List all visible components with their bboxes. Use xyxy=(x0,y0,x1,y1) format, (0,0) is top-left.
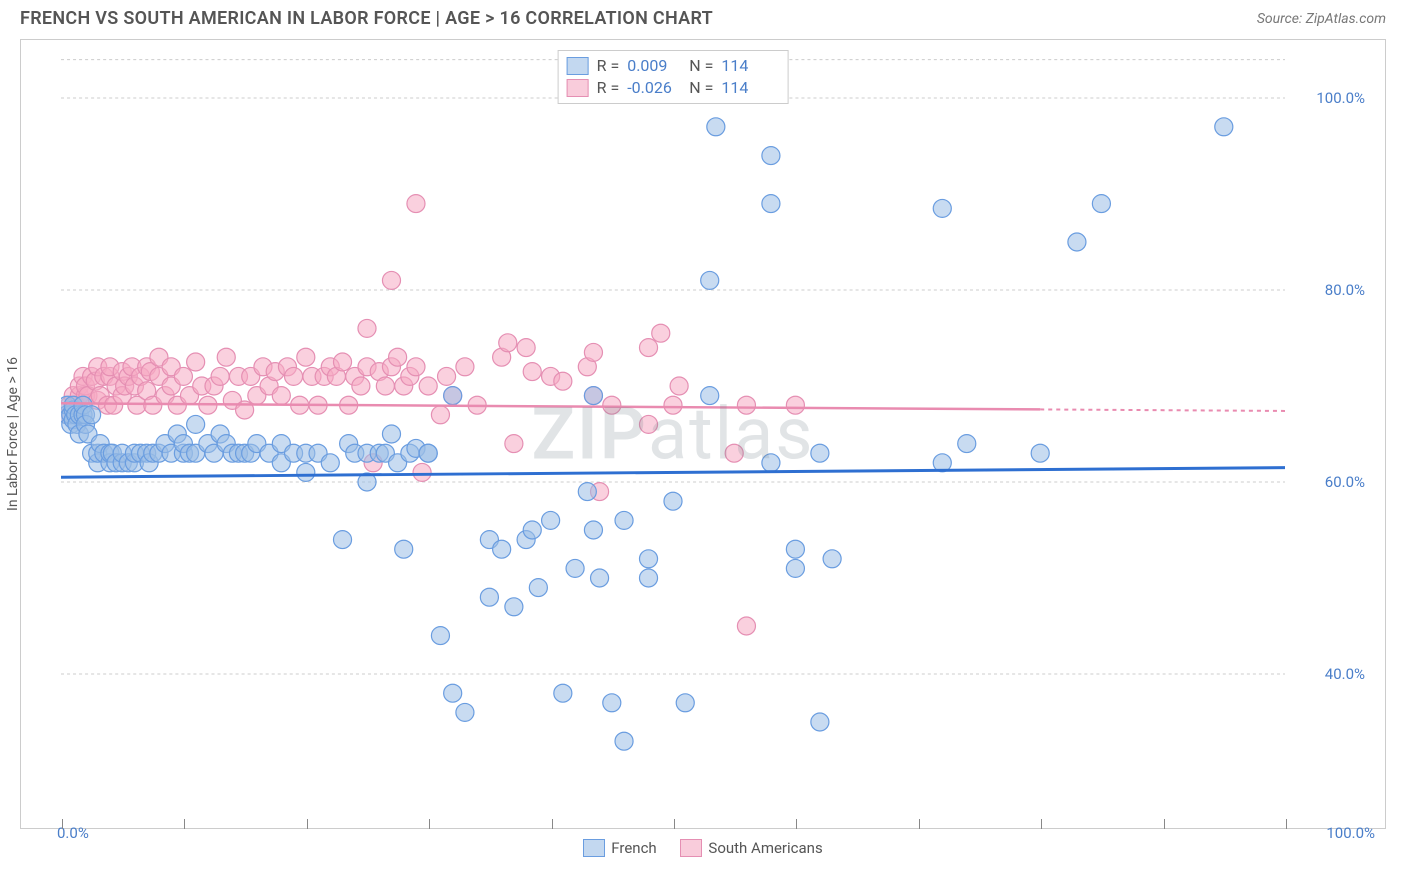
source-attribution: Source: ZipAtlas.com xyxy=(1257,11,1386,27)
correlation-row-french: R = 0.009 N = 114 xyxy=(567,55,776,77)
r-value: -0.026 xyxy=(627,77,681,99)
x-tick xyxy=(552,819,553,829)
swatch-blue-icon xyxy=(567,57,589,75)
x-tick xyxy=(919,819,920,829)
header: FRENCH VS SOUTH AMERICAN IN LABOR FORCE … xyxy=(0,0,1406,33)
x-tick xyxy=(796,819,797,829)
correlation-legend: R = 0.009 N = 114 R = -0.026 N = 114 xyxy=(558,50,789,104)
r-label: R = xyxy=(597,55,620,77)
y-tick-label: 60.0% xyxy=(1325,473,1365,491)
n-value: 114 xyxy=(721,55,775,77)
chart-container: In Labor Force | Age > 16 ZIPatlas R = 0… xyxy=(20,39,1386,829)
legend-item-south-american: South Americans xyxy=(680,839,822,857)
r-value: 0.009 xyxy=(627,55,681,77)
correlation-row-south-american: R = -0.026 N = 114 xyxy=(567,77,776,99)
y-axis-label: In Labor Force | Age > 16 xyxy=(5,357,21,511)
bottom-legend: French South Americans xyxy=(0,839,1406,861)
scatter-plot-svg xyxy=(61,50,1285,818)
legend-label: South Americans xyxy=(708,839,822,857)
swatch-pink-icon xyxy=(567,79,589,97)
y-tick-label: 100.0% xyxy=(1316,89,1365,107)
x-tick-label-max: 100.0% xyxy=(1326,824,1375,842)
n-label: N = xyxy=(689,77,713,99)
x-tick xyxy=(307,819,308,829)
x-tick xyxy=(184,819,185,829)
x-tick xyxy=(1041,819,1042,829)
swatch-blue-icon xyxy=(583,839,605,857)
x-tick xyxy=(1286,819,1287,829)
x-tick xyxy=(429,819,430,829)
x-tick xyxy=(62,819,63,829)
swatch-pink-icon xyxy=(680,839,702,857)
source-prefix: Source: xyxy=(1257,11,1306,27)
source-name: ZipAtlas.com xyxy=(1306,11,1386,27)
n-label: N = xyxy=(689,55,713,77)
y-tick-label: 40.0% xyxy=(1325,665,1365,683)
chart-title: FRENCH VS SOUTH AMERICAN IN LABOR FORCE … xyxy=(20,8,713,29)
plot-area: ZIPatlas R = 0.009 N = 114 R = -0.026 N … xyxy=(61,50,1285,818)
x-tick xyxy=(674,819,675,829)
y-tick-label: 80.0% xyxy=(1325,281,1365,299)
legend-item-french: French xyxy=(583,839,656,857)
legend-label: French xyxy=(611,839,656,857)
r-label: R = xyxy=(597,77,620,99)
x-tick xyxy=(1164,819,1165,829)
n-value: 114 xyxy=(721,77,775,99)
